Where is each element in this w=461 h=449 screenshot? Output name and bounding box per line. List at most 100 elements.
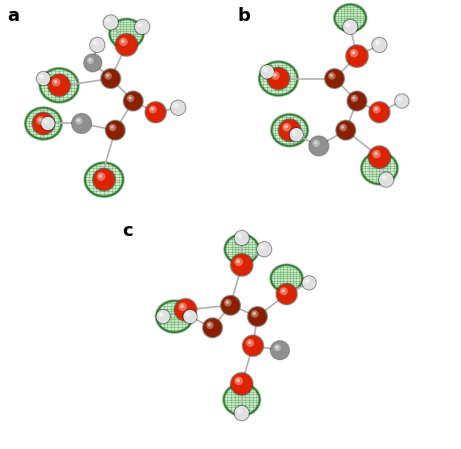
Circle shape	[278, 119, 301, 141]
Circle shape	[302, 276, 316, 290]
Ellipse shape	[368, 158, 391, 179]
Circle shape	[101, 69, 120, 88]
Circle shape	[145, 101, 166, 123]
Circle shape	[248, 307, 267, 326]
Circle shape	[111, 125, 114, 129]
Circle shape	[115, 34, 138, 56]
Circle shape	[330, 74, 333, 77]
Circle shape	[282, 289, 285, 293]
Circle shape	[383, 176, 385, 179]
Circle shape	[336, 120, 355, 140]
Circle shape	[275, 346, 278, 349]
Circle shape	[72, 114, 91, 133]
Circle shape	[260, 246, 263, 248]
Circle shape	[234, 258, 243, 266]
Circle shape	[350, 95, 358, 102]
Circle shape	[53, 80, 58, 84]
Circle shape	[325, 69, 344, 88]
Ellipse shape	[43, 71, 75, 100]
Circle shape	[284, 125, 288, 128]
Circle shape	[372, 150, 381, 158]
Circle shape	[32, 112, 55, 135]
Circle shape	[267, 67, 290, 90]
Circle shape	[180, 304, 184, 308]
Circle shape	[305, 278, 310, 284]
Circle shape	[38, 118, 42, 122]
Ellipse shape	[92, 169, 117, 190]
Circle shape	[243, 335, 263, 356]
Circle shape	[106, 74, 109, 77]
Ellipse shape	[231, 240, 253, 259]
Circle shape	[234, 230, 249, 246]
Circle shape	[99, 174, 102, 178]
Circle shape	[123, 91, 143, 111]
Ellipse shape	[25, 108, 61, 139]
Circle shape	[106, 18, 112, 23]
Circle shape	[397, 97, 402, 102]
Ellipse shape	[28, 110, 59, 137]
Circle shape	[325, 69, 344, 88]
Ellipse shape	[230, 389, 254, 410]
Circle shape	[77, 119, 80, 122]
Circle shape	[185, 312, 191, 317]
Circle shape	[277, 284, 297, 304]
Circle shape	[348, 92, 366, 110]
Circle shape	[328, 72, 336, 80]
Text: c: c	[123, 222, 133, 240]
Circle shape	[231, 254, 253, 276]
Circle shape	[271, 341, 289, 359]
Circle shape	[41, 116, 55, 131]
Ellipse shape	[273, 267, 300, 290]
Ellipse shape	[226, 386, 257, 413]
Circle shape	[37, 72, 50, 85]
Circle shape	[221, 296, 240, 315]
Circle shape	[263, 67, 268, 73]
Circle shape	[378, 172, 394, 187]
Circle shape	[183, 309, 197, 324]
Circle shape	[92, 40, 98, 46]
Circle shape	[273, 73, 277, 77]
Circle shape	[90, 38, 105, 52]
Circle shape	[290, 128, 303, 142]
Circle shape	[280, 287, 288, 295]
Circle shape	[93, 168, 115, 191]
Circle shape	[231, 373, 253, 395]
Circle shape	[43, 119, 49, 124]
Ellipse shape	[260, 62, 297, 95]
Circle shape	[174, 299, 197, 321]
Circle shape	[234, 377, 243, 385]
Circle shape	[175, 299, 196, 321]
Circle shape	[381, 175, 387, 180]
Circle shape	[276, 283, 297, 305]
Circle shape	[293, 131, 296, 134]
Circle shape	[39, 74, 44, 79]
Circle shape	[271, 341, 290, 360]
Ellipse shape	[156, 301, 192, 332]
Circle shape	[235, 231, 249, 245]
Ellipse shape	[340, 9, 361, 27]
Ellipse shape	[277, 269, 297, 287]
Circle shape	[372, 38, 387, 52]
Circle shape	[271, 71, 280, 80]
Circle shape	[124, 92, 142, 110]
Circle shape	[203, 318, 223, 338]
Circle shape	[313, 140, 320, 147]
Circle shape	[138, 23, 141, 26]
Circle shape	[104, 15, 118, 30]
Circle shape	[226, 300, 229, 304]
Circle shape	[36, 116, 45, 125]
Circle shape	[119, 38, 128, 46]
Circle shape	[290, 128, 303, 141]
Circle shape	[93, 169, 115, 190]
Ellipse shape	[85, 163, 123, 197]
Circle shape	[238, 409, 241, 412]
Circle shape	[173, 103, 179, 109]
Ellipse shape	[47, 75, 71, 96]
Circle shape	[40, 75, 42, 78]
Circle shape	[171, 101, 185, 115]
Circle shape	[379, 172, 393, 187]
Circle shape	[246, 339, 254, 347]
Circle shape	[230, 254, 253, 276]
Circle shape	[292, 130, 297, 136]
Circle shape	[107, 19, 110, 22]
